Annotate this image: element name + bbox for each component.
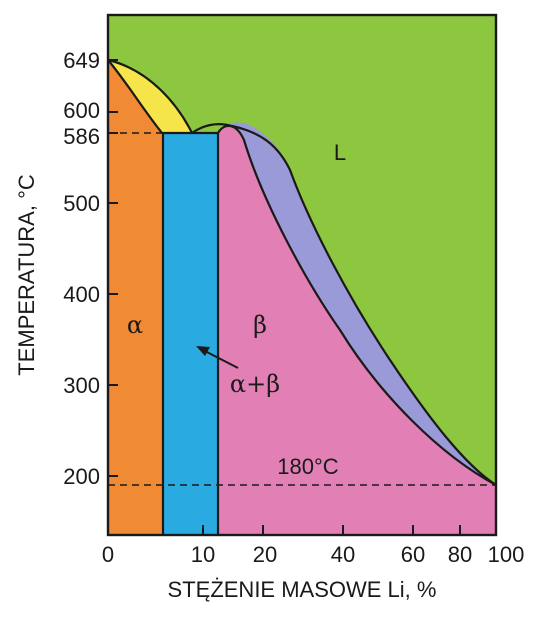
liquid-beta-region	[218, 122, 496, 486]
x-tick-label-0: 0	[102, 542, 114, 567]
x-tick-label-10: 10	[191, 542, 215, 567]
phase-boundaries	[107, 58, 497, 535]
liquid-alpha-region	[108, 60, 192, 133]
x-axis-title: STĘŻENIE MASOWE Li, %	[168, 577, 437, 602]
liquidus-alpha-line	[107, 58, 193, 134]
phase-label-alpha-beta: α+β	[230, 370, 280, 398]
y-axis-title: TEMPERATURA, °C	[14, 174, 39, 376]
solidus-beta-line	[217, 124, 497, 486]
phase-label-alpha: α	[127, 311, 143, 339]
beta-region	[218, 127, 496, 535]
plot-frame	[106, 13, 498, 537]
y-tick-label-600: 600	[63, 98, 100, 123]
x-tick-label-20: 20	[253, 542, 277, 567]
x-tick-label-60: 60	[401, 542, 425, 567]
x-ticks	[107, 525, 497, 535]
x-tick-label-100: 100	[488, 542, 525, 567]
alpha-beta-region	[163, 133, 218, 535]
y-tick-label-300: 300	[63, 373, 100, 398]
y-tick-label-649: 649	[63, 48, 100, 73]
eutectoid-temperature-label: 180°C	[277, 454, 339, 479]
y-ticks	[108, 59, 118, 477]
x-tick-label-40: 40	[331, 542, 355, 567]
phase-label-beta: β	[253, 311, 267, 339]
solidus-alpha-line	[107, 59, 163, 134]
y-tick-label-200: 200	[63, 464, 100, 489]
alpha-region	[108, 60, 163, 535]
y-tick-label-500: 500	[63, 191, 100, 216]
y-tick-label-586: 586	[63, 124, 100, 149]
alpha-beta-arrow	[196, 346, 239, 369]
y-tick-label-400: 400	[63, 282, 100, 307]
phase-label-liquid: L	[334, 140, 346, 165]
x-tick-label-80: 80	[448, 542, 472, 567]
